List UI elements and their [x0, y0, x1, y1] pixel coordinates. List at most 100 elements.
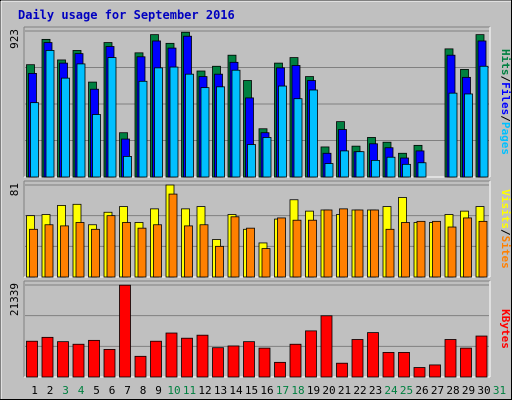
bar-sites-day-4 [75, 222, 85, 278]
bar-pages-day-20 [324, 163, 334, 178]
bar-kbytes-day-22 [351, 339, 364, 378]
bar-sites-day-22 [354, 209, 364, 278]
bar-pages-day-7 [123, 156, 132, 178]
bar-sites-day-19 [308, 219, 317, 278]
bar-sites-day-14 [230, 216, 240, 278]
chart-title: Daily usage for September 2016 [18, 8, 235, 22]
panel-kbytes: 21339 KBytes [8, 280, 512, 378]
bar-kbytes-day-19 [305, 330, 317, 378]
bar-sites-day-10 [168, 193, 178, 278]
x-tick-day-18: 18 [291, 384, 304, 397]
bar-pages-day-5 [92, 114, 101, 178]
x-tick-day-11: 11 [183, 384, 196, 397]
bar-kbytes-day-28 [444, 339, 457, 378]
bar-pages-day-28 [448, 92, 458, 178]
bar-pages-day-17 [278, 85, 287, 178]
legend-entry-sites: Sites [499, 236, 512, 269]
bar-pages-day-6 [107, 57, 117, 178]
x-tick-day-30: 30 [477, 384, 490, 397]
bar-pages-day-26 [417, 162, 427, 178]
bar-sites-day-27 [432, 220, 441, 278]
bar-sites-day-18 [292, 219, 302, 278]
x-tick-day-29: 29 [462, 384, 475, 397]
x-tick-day-14: 14 [229, 384, 243, 397]
x-tick-day-9: 9 [155, 384, 162, 397]
bar-sites-day-17 [277, 217, 286, 278]
bar-pages-day-19 [309, 89, 318, 178]
bar-pages-day-14 [231, 69, 241, 178]
bar-sites-day-8 [137, 227, 147, 278]
bar-pages-day-30 [479, 65, 489, 178]
x-tick-day-7: 7 [124, 384, 131, 397]
x-tick-day-5: 5 [93, 384, 100, 397]
bar-kbytes-day-29 [460, 347, 472, 378]
bar-sites-day-24 [385, 228, 395, 278]
bar-sites-day-30 [478, 220, 488, 278]
bar-kbytes-day-18 [289, 343, 302, 378]
bar-kbytes-day-27 [429, 364, 441, 378]
x-tick-day-1: 1 [31, 384, 38, 397]
bar-sites-day-13 [215, 245, 224, 278]
bar-sites-day-7 [122, 222, 131, 278]
bar-kbytes-day-30 [475, 335, 488, 378]
bar-pages-day-4 [76, 63, 86, 178]
bar-kbytes-day-26 [413, 367, 426, 378]
plot-area [24, 181, 490, 277]
bar-sites-day-25 [401, 222, 410, 278]
x-tick-day-2: 2 [47, 384, 54, 397]
bar-pages-day-21 [340, 150, 349, 178]
x-tick-day-17: 17 [276, 384, 289, 397]
legend: KBytes [499, 309, 512, 349]
bar-pages-day-25 [402, 163, 411, 178]
series-sites [29, 193, 488, 278]
bar-kbytes-day-25 [398, 352, 410, 378]
bar-kbytes-day-3 [57, 341, 69, 378]
bar-sites-day-11 [184, 225, 193, 278]
x-tick-day-10: 10 [167, 384, 180, 397]
x-tick-day-26: 26 [415, 384, 428, 397]
bar-pages-day-23 [371, 159, 380, 178]
x-tick-day-28: 28 [446, 384, 459, 397]
bar-kbytes-day-1 [26, 340, 38, 378]
bar-kbytes-day-9 [150, 340, 162, 378]
x-tick-day-22: 22 [353, 384, 366, 397]
bar-sites-day-20 [323, 209, 333, 278]
panel-visits: 81 Visits/Sites [8, 180, 512, 278]
x-tick-day-12: 12 [198, 384, 211, 397]
series-pages [30, 50, 489, 178]
bar-sites-day-5 [91, 228, 100, 278]
legend-separator: / [499, 76, 512, 83]
legend-entry-kbytes: KBytes [499, 309, 512, 349]
bar-pages-day-2 [45, 50, 55, 178]
bar-kbytes-day-11 [181, 337, 193, 378]
bar-pages-day-1 [30, 102, 39, 178]
plot-area [24, 281, 490, 377]
max-value-label: 81 [8, 183, 21, 196]
bar-sites-day-26 [416, 220, 426, 278]
legend: Hits/Files/Pages [499, 49, 512, 155]
bar-sites-day-15 [246, 227, 255, 278]
bar-sites-day-12 [199, 224, 209, 278]
x-tick-day-24: 24 [384, 384, 398, 397]
legend-entry-visits: Visits [499, 189, 512, 229]
bar-sites-day-29 [463, 217, 472, 278]
bar-pages-day-9 [154, 67, 163, 178]
x-tick-day-16: 16 [260, 384, 273, 397]
bar-kbytes-day-2 [41, 336, 54, 378]
bar-sites-day-6 [106, 215, 116, 278]
bar-kbytes-day-10 [165, 332, 178, 378]
x-tick-day-23: 23 [369, 384, 382, 397]
bar-pages-day-8 [138, 80, 148, 178]
legend-separator: / [499, 229, 512, 236]
bar-sites-day-23 [370, 209, 379, 278]
bar-kbytes-day-12 [196, 334, 209, 378]
x-tick-day-27: 27 [431, 384, 444, 397]
bar-sites-day-3 [60, 225, 69, 278]
bar-pages-day-3 [61, 77, 70, 178]
legend-separator: / [499, 115, 512, 122]
x-tick-day-25: 25 [400, 384, 413, 397]
series-kbytes [26, 284, 488, 378]
